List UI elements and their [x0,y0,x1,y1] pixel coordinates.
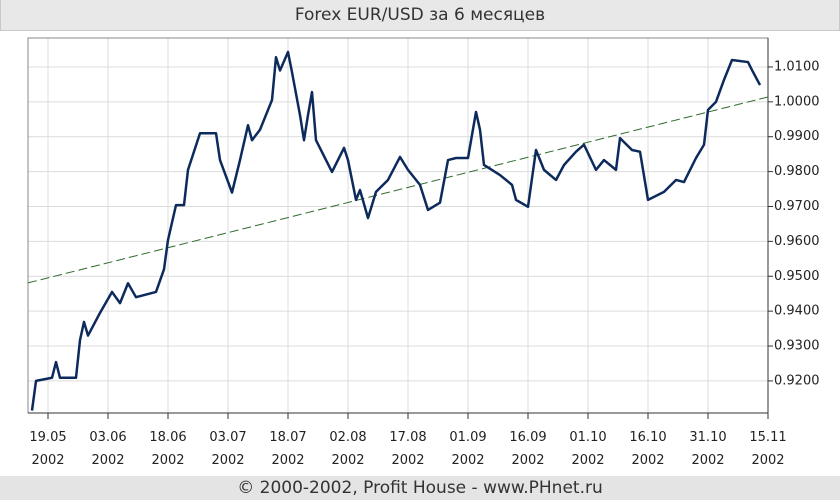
x-tick-label: 15.11 2002 [749,430,787,468]
x-tick-label: 17.08 2002 [389,430,427,468]
x-tick-label: 19.05 2002 [29,430,67,468]
x-tick-label: 02.08 2002 [329,430,367,468]
y-tick-label: 0.9900 [774,129,820,144]
y-tick-label: 0.9400 [774,304,820,319]
footer: © 2000-2002, Profit House - www.PHnet.ru [0,476,840,500]
y-tick-label: 1.0100 [774,59,820,74]
y-tick-label: 0.9200 [774,373,820,388]
x-tick-label: 18.06 2002 [149,430,187,468]
x-tick-label: 01.10 2002 [569,430,607,468]
trend-line [27,96,769,284]
chart-title: Forex EUR/USD за 6 месяцев [0,0,840,31]
y-tick-label: 0.9600 [774,234,820,249]
x-tick-label: 03.07 2002 [209,430,247,468]
y-tick-label: 0.9500 [774,269,820,284]
y-tick-label: 1.0000 [774,94,820,109]
x-tick-label: 16.09 2002 [509,430,547,468]
y-tick-label: 0.9800 [774,164,820,179]
price-line [30,50,762,411]
y-tick-label: 0.9300 [774,339,820,354]
x-tick-label: 31.10 2002 [689,430,727,468]
y-tick-label: 0.9700 [774,199,820,214]
x-tick-label: 16.10 2002 [629,430,667,468]
plot-area [28,38,768,413]
x-tick-label: 03.06 2002 [89,430,127,468]
x-tick-label: 18.07 2002 [269,430,307,468]
x-tick-label: 01.09 2002 [449,430,487,468]
